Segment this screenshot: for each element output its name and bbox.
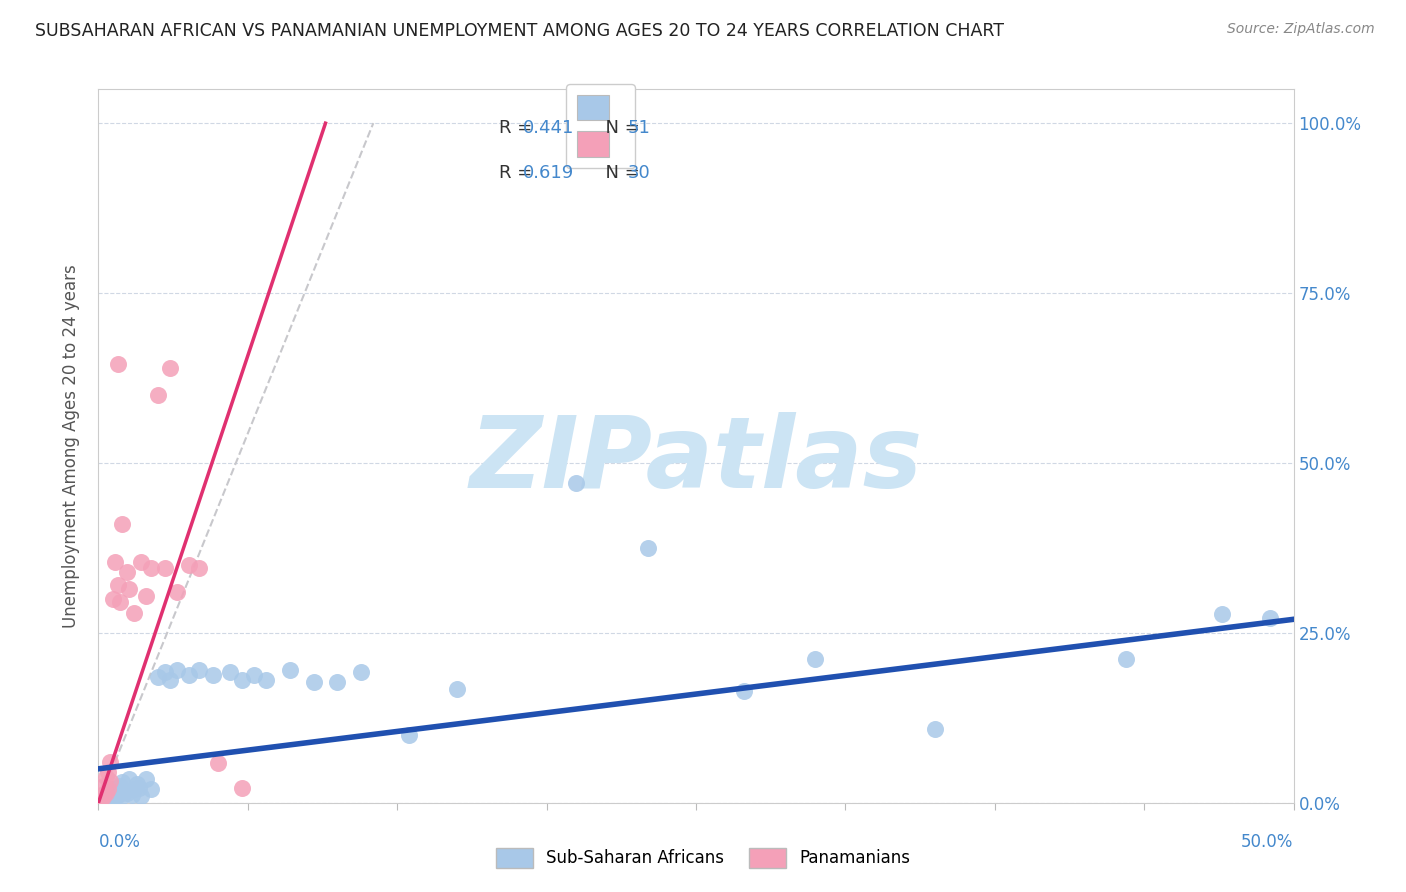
- Point: [139, 782, 162, 797]
- Text: R =: R =: [499, 120, 537, 137]
- Point: [159, 673, 181, 688]
- Point: [94, 770, 117, 784]
- Point: [90, 789, 112, 803]
- Point: [121, 788, 143, 802]
- Point: [135, 589, 157, 603]
- Text: 0.441: 0.441: [523, 120, 574, 137]
- Point: [1115, 651, 1137, 665]
- Point: [90, 788, 112, 802]
- Point: [135, 772, 157, 786]
- Point: [101, 591, 124, 606]
- Point: [166, 585, 188, 599]
- Point: [219, 665, 242, 680]
- Point: [243, 668, 266, 682]
- Point: [326, 674, 349, 689]
- Point: [91, 790, 114, 805]
- Legend: Sub-Saharan Africans, Panamanians: Sub-Saharan Africans, Panamanians: [489, 841, 917, 875]
- Point: [155, 561, 177, 575]
- Point: [254, 673, 277, 688]
- Point: [107, 358, 129, 372]
- Point: [124, 782, 146, 797]
- Legend: , : ,: [567, 84, 634, 168]
- Text: R =: R =: [499, 164, 537, 182]
- Point: [187, 561, 209, 575]
- Text: 50.0%: 50.0%: [1241, 833, 1294, 851]
- Point: [107, 788, 129, 802]
- Point: [111, 789, 134, 803]
- Point: [91, 790, 114, 805]
- Point: [139, 561, 162, 575]
- Point: [148, 388, 170, 402]
- Point: [231, 673, 253, 688]
- Point: [90, 792, 112, 806]
- Point: [125, 777, 148, 791]
- Point: [115, 786, 138, 800]
- Point: [124, 606, 146, 620]
- Point: [94, 788, 117, 802]
- Point: [207, 756, 229, 771]
- Point: [111, 517, 134, 532]
- Text: 0.0%: 0.0%: [98, 833, 141, 851]
- Point: [278, 663, 301, 677]
- Point: [98, 786, 122, 800]
- Point: [302, 674, 325, 689]
- Point: [637, 541, 659, 555]
- Point: [101, 782, 124, 797]
- Point: [98, 792, 122, 806]
- Point: [98, 774, 122, 789]
- Point: [118, 772, 141, 786]
- Text: N =: N =: [595, 120, 645, 137]
- Text: ZIPatlas: ZIPatlas: [470, 412, 922, 508]
- Text: 51: 51: [628, 120, 651, 137]
- Point: [148, 670, 170, 684]
- Point: [179, 558, 201, 572]
- Text: 30: 30: [628, 164, 651, 182]
- Point: [94, 786, 117, 800]
- Point: [107, 578, 129, 592]
- Point: [104, 783, 127, 797]
- Point: [115, 565, 138, 579]
- Point: [101, 789, 124, 803]
- Point: [565, 476, 588, 491]
- Point: [118, 582, 141, 596]
- Point: [111, 775, 134, 789]
- Point: [108, 779, 131, 793]
- Point: [108, 595, 131, 609]
- Point: [166, 663, 188, 677]
- Point: [179, 668, 201, 682]
- Text: N =: N =: [595, 164, 645, 182]
- Point: [131, 789, 153, 803]
- Point: [97, 791, 120, 805]
- Point: [91, 779, 114, 793]
- Point: [107, 780, 129, 795]
- Text: 0.619: 0.619: [523, 164, 574, 182]
- Text: SUBSAHARAN AFRICAN VS PANAMANIAN UNEMPLOYMENT AMONG AGES 20 TO 24 YEARS CORRELAT: SUBSAHARAN AFRICAN VS PANAMANIAN UNEMPLO…: [35, 22, 1004, 40]
- Point: [131, 555, 153, 569]
- Point: [104, 790, 127, 805]
- Point: [97, 782, 120, 797]
- Point: [159, 360, 181, 375]
- Point: [155, 665, 177, 680]
- Y-axis label: Unemployment Among Ages 20 to 24 years: Unemployment Among Ages 20 to 24 years: [62, 264, 80, 628]
- Point: [924, 723, 946, 737]
- Point: [231, 780, 253, 795]
- Text: Source: ZipAtlas.com: Source: ZipAtlas.com: [1227, 22, 1375, 37]
- Point: [108, 786, 131, 800]
- Point: [98, 755, 122, 769]
- Point: [350, 665, 373, 680]
- Point: [733, 683, 755, 698]
- Point: [1258, 611, 1281, 625]
- Point: [202, 668, 225, 682]
- Point: [446, 681, 468, 696]
- Point: [398, 728, 420, 742]
- Point: [804, 651, 827, 665]
- Point: [97, 765, 120, 780]
- Point: [187, 663, 209, 677]
- Point: [114, 783, 136, 797]
- Point: [1211, 607, 1233, 621]
- Point: [128, 780, 150, 795]
- Point: [104, 555, 127, 569]
